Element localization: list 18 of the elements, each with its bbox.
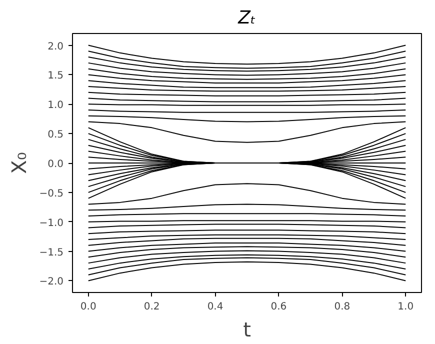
x-tick-label: 1.0 [398, 302, 414, 312]
y-axis-title: X₀ [7, 152, 32, 174]
y-tick-label: 0.5 [48, 130, 64, 141]
y-tick-label: 1.0 [48, 100, 64, 112]
chart-title: Zₜ [237, 8, 256, 28]
y-tick-label: −2.0 [39, 276, 64, 288]
x-tick-label: 0.4 [207, 302, 224, 312]
y-tick-label: 0.0 [48, 159, 64, 170]
x-axis-title: t [243, 318, 252, 342]
y-tick-label: 2.0 [48, 41, 64, 52]
x-tick-label: 0.6 [270, 302, 287, 312]
x-tick-label: 0.8 [334, 302, 350, 312]
x-tick-label: 0.0 [80, 302, 96, 312]
x-tick-label: 0.2 [144, 302, 160, 312]
y-tick-label: −1.0 [39, 218, 64, 229]
y-tick-label: −1.5 [39, 247, 64, 258]
y-tick-label: −0.5 [39, 188, 64, 200]
y-tick-label: 1.5 [48, 70, 64, 82]
